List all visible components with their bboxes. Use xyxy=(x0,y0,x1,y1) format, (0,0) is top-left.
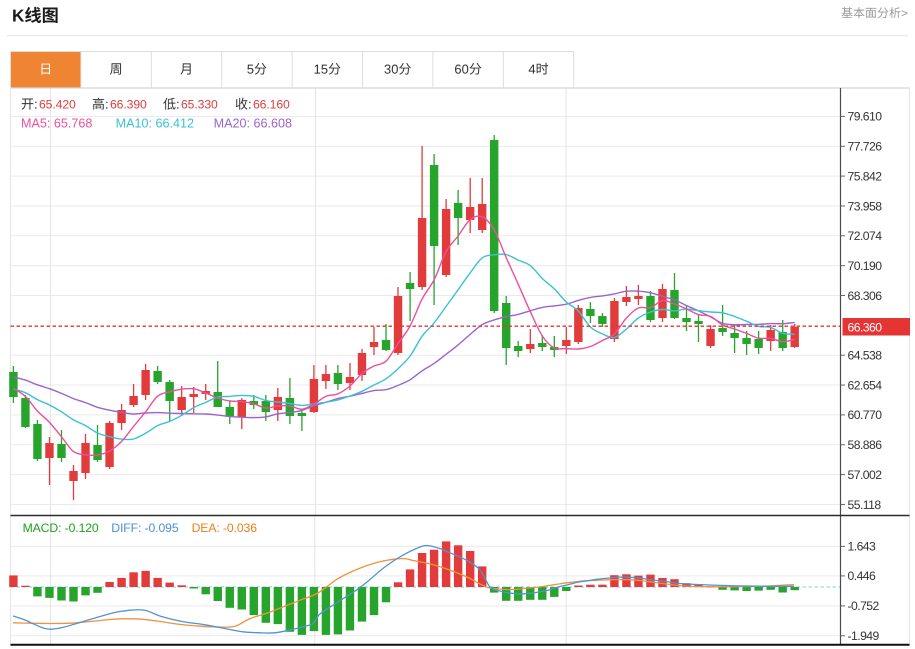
svg-text:-1.949: -1.949 xyxy=(848,629,880,643)
svg-text:-0.752: -0.752 xyxy=(848,599,880,613)
svg-text:66.160: 66.160 xyxy=(253,98,290,112)
svg-text:64.538: 64.538 xyxy=(848,349,883,363)
svg-text:70.190: 70.190 xyxy=(848,259,883,273)
svg-text:55.118: 55.118 xyxy=(848,498,882,512)
svg-text:1.643: 1.643 xyxy=(848,540,877,554)
svg-text:58.886: 58.886 xyxy=(848,438,883,452)
svg-text:65.330: 65.330 xyxy=(181,98,218,112)
svg-text:68.306: 68.306 xyxy=(848,289,883,303)
svg-text:66.390: 66.390 xyxy=(110,98,147,112)
svg-text:77.726: 77.726 xyxy=(848,140,883,154)
svg-text:0.446: 0.446 xyxy=(848,569,877,583)
svg-text:65.420: 65.420 xyxy=(39,98,76,112)
svg-text:57.002: 57.002 xyxy=(848,468,883,482)
svg-text:66.360: 66.360 xyxy=(848,320,883,334)
svg-text:DEA: -0.036: DEA: -0.036 xyxy=(192,521,258,535)
svg-text:DIFF: -0.095: DIFF: -0.095 xyxy=(111,521,179,535)
svg-text:MA5: 65.768: MA5: 65.768 xyxy=(21,117,92,131)
svg-text:73.958: 73.958 xyxy=(848,199,883,213)
svg-text:62.654: 62.654 xyxy=(848,378,883,392)
svg-text:MA20: 66.608: MA20: 66.608 xyxy=(214,117,292,131)
svg-text:75.842: 75.842 xyxy=(848,169,883,183)
svg-text:60.770: 60.770 xyxy=(848,408,883,422)
svg-text:79.610: 79.610 xyxy=(848,110,883,124)
svg-text:MA10: 66.412: MA10: 66.412 xyxy=(116,117,194,131)
svg-text:72.074: 72.074 xyxy=(848,229,883,243)
svg-text:MACD: -0.120: MACD: -0.120 xyxy=(23,521,99,535)
